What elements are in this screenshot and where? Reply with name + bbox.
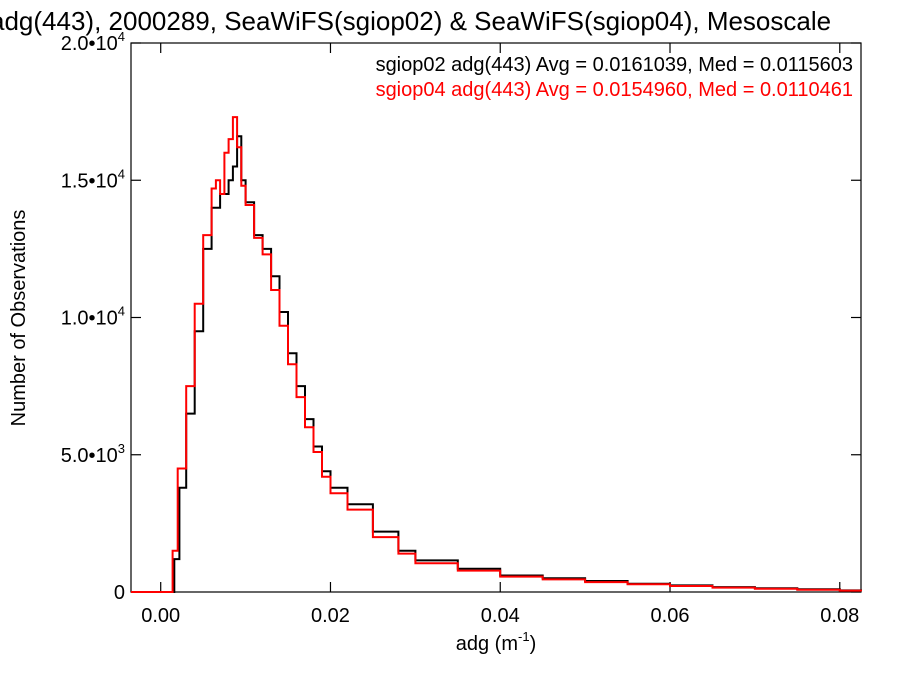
x-tick-label: 0.02 xyxy=(311,605,350,627)
y-tick-label: 0 xyxy=(114,582,125,604)
chart-title: adg(443), 2000289, SeaWiFS(sgiop02) & Se… xyxy=(0,6,831,36)
y-tick-label: 2.0•104 xyxy=(61,29,125,55)
x-axis-label-exponent: -1 xyxy=(518,629,530,644)
x-axis-label-base: adg (m xyxy=(456,633,518,655)
legend-entry-2: sgiop04 adg(443) Avg = 0.0154960, Med = … xyxy=(376,79,853,101)
x-tick-label: 0.06 xyxy=(651,605,690,627)
x-axis-label: adg (m-1) xyxy=(456,629,536,655)
legend-entry-1: sgiop02 adg(443) Avg = 0.0161039, Med = … xyxy=(376,54,853,76)
x-tick-label: 0.00 xyxy=(141,605,180,627)
y-tick-label: 5.0•103 xyxy=(61,441,125,467)
y-tick-label-mantissa: 1.5•10 xyxy=(61,170,118,192)
x-tick-label: 0.08 xyxy=(820,605,859,627)
y-tick-label: 1.5•104 xyxy=(61,166,125,192)
x-axis-ticks xyxy=(160,43,841,592)
y-tick-label-exponent: 4 xyxy=(118,304,125,319)
x-axis-label-close: ) xyxy=(530,633,537,655)
x-tick-label: 0.04 xyxy=(481,605,520,627)
y-tick-label-mantissa: 1.0•10 xyxy=(61,308,118,330)
y-tick-label-exponent: 4 xyxy=(118,29,125,44)
y-tick-label-exponent: 4 xyxy=(118,166,125,181)
y-tick-label-mantissa: 5.0•10 xyxy=(61,445,118,467)
x-axis-tick-labels: 0.00 0.02 0.04 0.06 0.08 xyxy=(141,605,859,627)
series-line-2 xyxy=(131,116,862,593)
legend: sgiop02 adg(443) Avg = 0.0161039, Med = … xyxy=(376,54,853,101)
series-layer xyxy=(131,116,862,593)
y-tick-label-mantissa: 0 xyxy=(114,582,125,604)
y-tick-label: 1.0•104 xyxy=(61,304,125,330)
y-tick-label-exponent: 3 xyxy=(118,441,125,456)
y-tick-label-mantissa: 2.0•10 xyxy=(61,33,118,55)
y-axis-label: Number of Observations xyxy=(8,210,30,427)
